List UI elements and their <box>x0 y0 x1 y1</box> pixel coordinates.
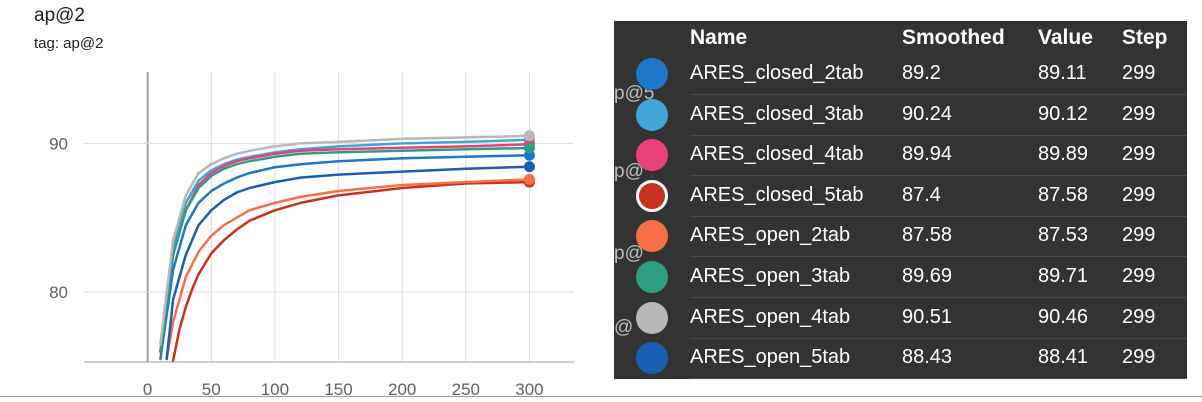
ghost-label: p@ <box>614 161 644 182</box>
tooltip-row: ARES_open_2tab 87.58 87.53 299 <box>614 217 1187 258</box>
series-end-marker <box>523 142 535 154</box>
header-name: Name <box>690 26 748 49</box>
raw-value: 90.46 <box>1038 305 1089 328</box>
smoothed-value: 87.4 <box>902 183 941 206</box>
series-color-swatch <box>636 58 668 90</box>
line-chart[interactable]: 0 50 100 150 200 250 300 80 90 <box>0 0 614 402</box>
bottom-divider <box>0 396 1202 397</box>
step-value: 299 <box>1122 143 1156 166</box>
row-divider <box>690 378 1187 379</box>
header-smoothed: Smoothed <box>902 26 1005 49</box>
series-name: ARES_closed_5tab <box>690 183 864 206</box>
series-name: ARES_closed_4tab <box>690 143 864 166</box>
series-color-swatch <box>636 342 668 375</box>
raw-value: 89.71 <box>1038 265 1089 287</box>
x-tick-label: 150 <box>324 380 352 399</box>
series-line <box>159 146 531 353</box>
series-name: ARES_closed_3tab <box>690 102 864 125</box>
raw-value: 89.89 <box>1038 143 1089 166</box>
tooltip-row: ARES_closed_5tab 87.4 87.58 299 <box>614 177 1187 217</box>
series-line <box>165 165 531 361</box>
series-line <box>159 138 531 353</box>
chart-title: ap@2 <box>34 5 85 26</box>
smoothed-value: 87.58 <box>902 224 953 247</box>
series-name: ARES_open_4tab <box>690 305 851 328</box>
series-name: ARES_open_5tab <box>690 346 851 369</box>
series-color-swatch <box>636 220 668 253</box>
raw-value: 90.12 <box>1038 102 1089 125</box>
tooltip-row: ARES_closed_4tab 89.94 89.89 299 <box>614 136 1187 177</box>
x-tick-label: 0 <box>143 380 152 399</box>
y-tick-label: 80 <box>49 283 68 302</box>
smoothed-value: 89.2 <box>902 62 941 84</box>
raw-value: 89.11 <box>1038 62 1087 84</box>
series-line <box>165 178 531 361</box>
series-end-marker <box>523 161 535 173</box>
step-value: 299 <box>1122 305 1156 328</box>
chart-subtitle: tag: ap@2 <box>34 35 104 52</box>
step-value: 299 <box>1122 183 1156 206</box>
series-end-marker <box>523 173 535 185</box>
smoothed-value: 89.94 <box>902 143 953 166</box>
smoothed-value: 90.51 <box>902 305 953 328</box>
row-divider <box>690 94 1187 95</box>
tooltip-header: Name Smoothed Value Step <box>614 21 1187 54</box>
series-line <box>159 134 531 346</box>
smoothed-value: 88.43 <box>902 346 953 369</box>
series-color-swatch <box>636 179 668 212</box>
series-line <box>159 154 531 361</box>
series-line <box>171 180 531 362</box>
x-tick-label: 50 <box>202 380 221 399</box>
ghost-label: @ <box>614 317 634 338</box>
series-name: ARES_closed_2tab <box>690 62 864 84</box>
tooltip-row: ARES_closed_2tab 89.2 89.11 299 <box>614 55 1187 95</box>
header-step: Step <box>1122 26 1168 49</box>
step-value: 299 <box>1122 346 1156 369</box>
series-end-marker <box>523 130 535 142</box>
tooltip-row: ARES_closed_3tab 90.24 90.12 299 <box>614 96 1187 136</box>
series-name: ARES_open_3tab <box>690 265 851 287</box>
step-value: 299 <box>1122 102 1156 125</box>
series-color-swatch <box>636 301 668 334</box>
header-value: Value <box>1038 26 1093 49</box>
step-value: 299 <box>1122 265 1156 287</box>
raw-value: 88.41 <box>1038 346 1089 369</box>
smoothed-value: 90.24 <box>902 102 953 125</box>
x-tick-label: 200 <box>388 380 416 399</box>
tooltip-row: ARES_open_4tab 90.51 90.46 299 <box>614 299 1187 339</box>
tooltip-panel: p@5 p@ p@ @ Name Smoothed Value Step ARE… <box>614 21 1187 379</box>
series-color-swatch <box>636 139 668 172</box>
row-divider <box>690 175 1187 177</box>
x-tick-label: 300 <box>515 380 543 399</box>
series-color-swatch <box>636 98 668 131</box>
step-value: 299 <box>1122 62 1156 84</box>
x-tick-label: 250 <box>452 380 480 399</box>
tooltip-row: ARES_open_5tab 88.43 88.41 299 <box>614 339 1187 379</box>
ghost-label: p@ <box>614 243 644 264</box>
smoothed-value: 89.69 <box>902 265 953 287</box>
row-divider <box>690 215 1187 217</box>
tooltip-row: ARES_open_3tab 89.69 89.71 299 <box>614 258 1187 298</box>
row-divider <box>690 134 1187 136</box>
row-divider <box>690 297 1187 298</box>
step-value: 299 <box>1122 224 1156 247</box>
raw-value: 87.58 <box>1038 183 1089 206</box>
y-tick-label: 90 <box>49 134 68 153</box>
series-name: ARES_open_2tab <box>690 224 851 247</box>
row-divider <box>690 337 1187 339</box>
raw-value: 87.53 <box>1038 224 1089 247</box>
x-tick-label: 100 <box>261 380 289 399</box>
series-color-swatch <box>636 261 668 293</box>
row-divider <box>690 256 1187 258</box>
